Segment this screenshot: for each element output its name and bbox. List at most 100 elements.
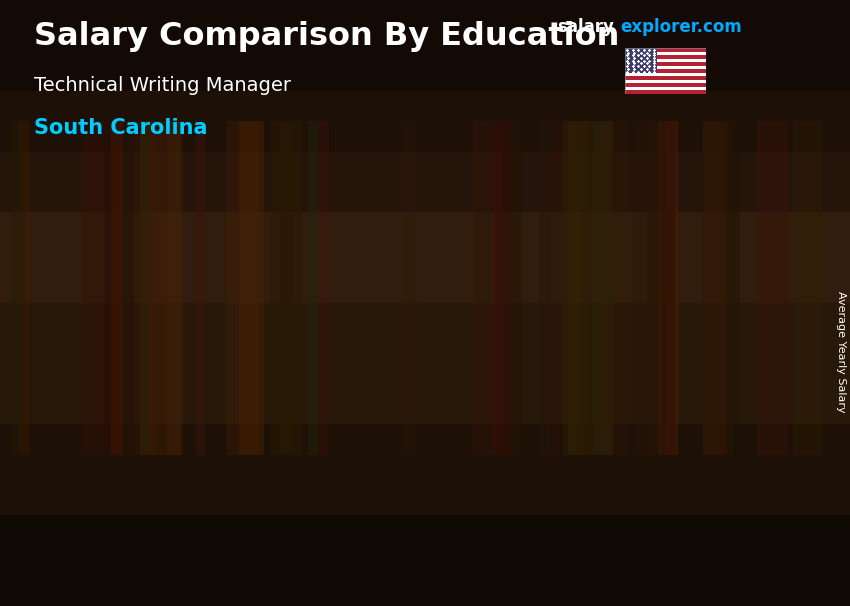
- Bar: [494, 121, 511, 454]
- Bar: [660, 248, 661, 521]
- Bar: [496, 121, 522, 454]
- Bar: [667, 248, 669, 521]
- Bar: [0, 76, 850, 83]
- Bar: [487, 300, 489, 521]
- Bar: [0, 478, 850, 485]
- Polygon shape: [128, 381, 202, 390]
- Bar: [144, 390, 146, 521]
- Bar: [625, 90, 706, 94]
- Bar: [0, 250, 850, 258]
- Bar: [595, 121, 612, 454]
- Bar: [467, 300, 468, 521]
- Bar: [174, 390, 176, 521]
- Bar: [0, 212, 850, 220]
- Bar: [0, 379, 850, 387]
- Bar: [625, 56, 706, 59]
- Bar: [0, 23, 850, 30]
- Bar: [343, 370, 345, 521]
- Bar: [354, 370, 356, 521]
- Bar: [479, 300, 481, 521]
- Bar: [298, 370, 299, 521]
- Bar: [0, 470, 850, 478]
- Bar: [350, 370, 352, 521]
- Bar: [463, 300, 465, 521]
- Bar: [0, 220, 850, 227]
- Text: +46%: +46%: [355, 233, 428, 253]
- Bar: [0, 326, 850, 333]
- Bar: [163, 390, 165, 521]
- Text: +23%: +23%: [523, 182, 595, 202]
- Bar: [162, 390, 163, 521]
- Bar: [0, 303, 850, 310]
- Bar: [590, 121, 614, 454]
- Bar: [0, 515, 850, 522]
- Bar: [342, 370, 343, 521]
- Bar: [269, 121, 303, 454]
- Bar: [580, 121, 592, 454]
- Bar: [518, 300, 519, 521]
- Bar: [633, 121, 666, 454]
- Text: Salary Comparison By Education: Salary Comparison By Education: [34, 21, 620, 52]
- Bar: [0, 242, 850, 250]
- Bar: [315, 370, 316, 521]
- Bar: [682, 248, 683, 521]
- Bar: [0, 454, 850, 462]
- Bar: [0, 136, 850, 144]
- Bar: [505, 300, 507, 521]
- Bar: [326, 370, 328, 521]
- Bar: [0, 538, 850, 545]
- Bar: [159, 390, 160, 521]
- Bar: [185, 390, 187, 521]
- Bar: [483, 300, 484, 521]
- Bar: [312, 370, 314, 521]
- Bar: [625, 76, 706, 80]
- Bar: [0, 364, 850, 371]
- Bar: [625, 87, 706, 90]
- Bar: [0, 98, 850, 106]
- Bar: [490, 300, 492, 521]
- Bar: [658, 121, 677, 454]
- Bar: [0, 576, 850, 583]
- Bar: [187, 390, 189, 521]
- Bar: [470, 300, 472, 521]
- Bar: [136, 390, 138, 521]
- Bar: [149, 390, 150, 521]
- Bar: [632, 248, 634, 521]
- Bar: [638, 248, 639, 521]
- Bar: [178, 390, 179, 521]
- Bar: [677, 248, 678, 521]
- Polygon shape: [192, 381, 202, 521]
- Bar: [309, 370, 310, 521]
- Bar: [793, 121, 822, 454]
- Bar: [196, 121, 205, 454]
- Bar: [0, 288, 850, 296]
- Bar: [0, 91, 850, 98]
- Bar: [661, 121, 675, 454]
- Bar: [0, 424, 850, 431]
- Bar: [625, 52, 706, 56]
- Bar: [649, 248, 650, 521]
- Bar: [647, 248, 649, 521]
- Bar: [669, 248, 671, 521]
- Bar: [147, 390, 149, 521]
- Bar: [143, 390, 144, 521]
- Bar: [474, 300, 476, 521]
- Bar: [0, 38, 850, 45]
- Bar: [352, 370, 353, 521]
- Bar: [341, 370, 342, 521]
- Bar: [476, 300, 478, 521]
- Bar: [0, 114, 850, 121]
- Bar: [519, 300, 521, 521]
- Bar: [165, 390, 167, 521]
- Bar: [331, 370, 332, 521]
- Text: explorer.com: explorer.com: [620, 18, 742, 36]
- Bar: [183, 390, 184, 521]
- Bar: [468, 300, 470, 521]
- Bar: [683, 248, 685, 521]
- Bar: [478, 300, 479, 521]
- Bar: [757, 121, 789, 454]
- Bar: [133, 390, 134, 521]
- Polygon shape: [463, 291, 537, 300]
- Bar: [539, 121, 550, 454]
- Bar: [0, 371, 850, 379]
